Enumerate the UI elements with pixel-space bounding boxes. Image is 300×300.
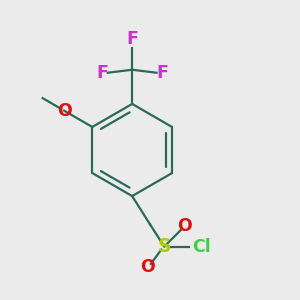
- Text: O: O: [177, 218, 192, 236]
- Text: F: F: [157, 64, 168, 82]
- Text: F: F: [126, 30, 138, 48]
- Text: S: S: [158, 237, 171, 256]
- Text: O: O: [140, 258, 155, 276]
- Text: F: F: [96, 64, 108, 82]
- Text: O: O: [57, 102, 71, 120]
- Text: Cl: Cl: [193, 238, 211, 256]
